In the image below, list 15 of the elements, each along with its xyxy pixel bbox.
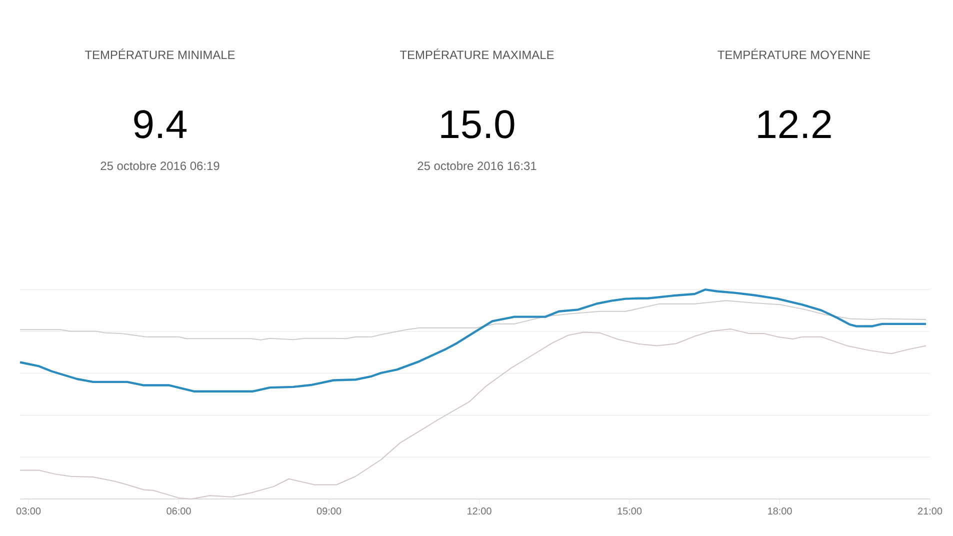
text: 12.2 <box>758 110 831 138</box>
x-tick-label: 03:00 <box>16 508 41 515</box>
text: 25 octobre 2016 16:31 <box>418 161 536 170</box>
text: TEMPÉRATURE MOYENNE <box>718 48 870 60</box>
text: 25 octobre 2016 06:19 <box>100 161 220 170</box>
x-tick-label: 21:00 <box>918 508 942 515</box>
text: TEMPÉRATURE MINIMALE <box>84 48 235 60</box>
text: TEMPÉRATURE MAXIMALE <box>400 48 554 60</box>
x-tick-label: 15:00 <box>618 508 642 515</box>
x-tick-label: 09:00 <box>316 508 342 515</box>
text: 15.0 <box>441 110 514 138</box>
x-tick-label: 18:00 <box>768 508 792 515</box>
x-tick-label: 12:00 <box>468 508 492 515</box>
text: 9.4 <box>134 110 187 138</box>
x-tick-label: 06:00 <box>166 508 191 515</box>
